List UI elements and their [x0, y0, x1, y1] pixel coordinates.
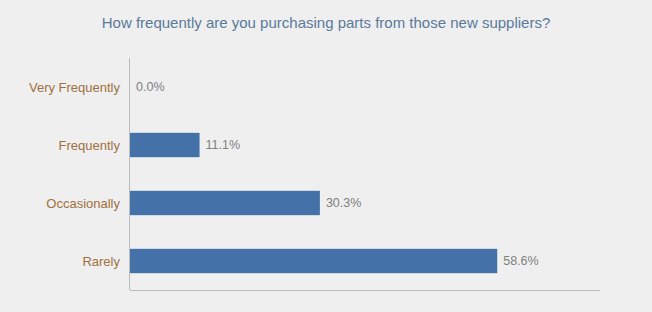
data-label: 58.6% — [503, 254, 538, 268]
x-axis-line — [130, 290, 600, 291]
data-label: 0.0% — [136, 80, 165, 94]
y-axis-line — [129, 58, 130, 290]
category-label: Frequently — [59, 138, 121, 153]
background — [0, 0, 652, 312]
bar — [130, 133, 200, 157]
chart-container: How frequently are you purchasing parts … — [0, 0, 652, 312]
category-label: Very Frequently — [29, 80, 121, 95]
bars — [130, 133, 497, 273]
data-label: 11.1% — [206, 138, 241, 152]
bar — [130, 75, 131, 99]
title: How frequently are you purchasing parts … — [102, 14, 551, 31]
bar — [130, 249, 497, 273]
bar — [130, 191, 320, 215]
chart-svg: How frequently are you purchasing parts … — [0, 0, 652, 312]
data-label: 30.3% — [326, 196, 361, 210]
category-label: Rarely — [82, 254, 120, 269]
category-label: Occasionally — [46, 196, 120, 211]
